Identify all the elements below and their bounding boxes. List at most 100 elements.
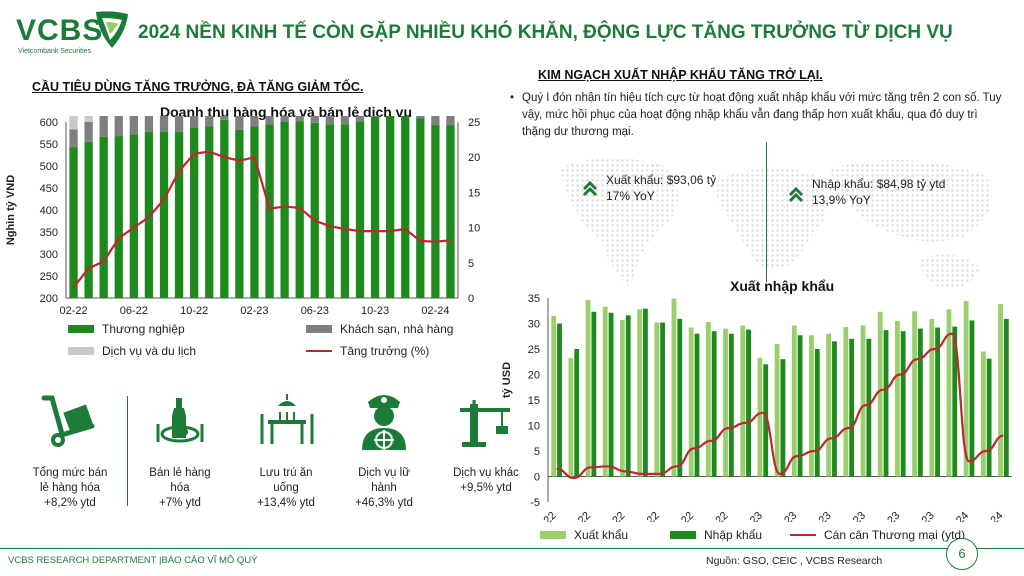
retail-bar-commerce (69, 147, 78, 298)
trade-x-tick: 09-23 (874, 510, 902, 522)
retail-bar-hotel (220, 116, 229, 120)
crane-icon (460, 400, 510, 447)
retail-bar-commerce (99, 136, 108, 298)
trade-bar-import (814, 349, 820, 477)
icon-caption-travel-l3: +46,3% ytd (355, 497, 413, 509)
trade-bar-export (705, 321, 711, 477)
trade-x-tick: 03-24 (977, 510, 1005, 522)
page-title: 2024 NỀN KINH TẾ CÒN GẶP NHIỀU KHÓ KHĂN,… (138, 22, 953, 43)
import-kpi: Nhập khẩu: $84,98 tỷ ytd 13,9% YoY (812, 176, 945, 208)
trade-bar-export (585, 300, 591, 477)
legend-swatch-commerce (68, 325, 94, 333)
retail-bar-commerce (431, 125, 440, 298)
retail-bar-commerce (310, 122, 319, 298)
retail-y2-tick: 15 (468, 187, 480, 199)
legend-swatch-hotel (306, 325, 332, 333)
retail-bar-commerce (84, 141, 93, 298)
trade-bar-import (728, 333, 734, 477)
trade-bar-export (894, 320, 900, 477)
trade-bullet-text: Quý I đón nhận tín hiệu tích cực từ hoạt… (522, 92, 1002, 138)
retail-bar-hotel (114, 116, 123, 137)
retail-y2-tick: 20 (468, 152, 480, 164)
trade-y-label: tỷ USD (501, 362, 513, 398)
trade-bar-export (929, 318, 935, 477)
retail-bar-commerce (174, 131, 184, 298)
retail-bar-commerce (159, 131, 169, 298)
trade-x-tick: 11-23 (909, 510, 937, 522)
import-kpi-growth: 13,9% YoY (812, 193, 871, 207)
trade-bar-import (780, 359, 786, 477)
trade-bar-import (574, 349, 580, 477)
icon-caption-other-l1: Dịch vụ khác (453, 467, 519, 479)
trade-bar-export (791, 325, 797, 477)
retail-bar-commerce (340, 124, 350, 298)
dining-icon (156, 398, 204, 443)
legend-swatch-export (540, 531, 566, 539)
trade-bar-import (608, 312, 614, 477)
retail-y2-tick: 0 (468, 293, 474, 305)
brand-logo: VCBS (16, 14, 104, 47)
retail-bar-hotel (84, 122, 93, 142)
trade-y-tick: 0 (534, 472, 540, 484)
trade-bar-export (568, 358, 574, 477)
trade-bar-export (757, 357, 763, 477)
left-section-title: CẦU TIÊU DÙNG TĂNG TRƯỞNG, ĐÀ TĂNG GIẢM … (32, 80, 364, 94)
icon-caption-travel-l2: hành (371, 482, 397, 494)
retail-y-tick: 300 (40, 249, 58, 261)
trade-y-tick: 10 (528, 421, 540, 433)
retail-bar-commerce (114, 136, 123, 298)
retail-y2-tick: 25 (468, 117, 480, 129)
trade-x-tick: 01-23 (737, 510, 765, 522)
icon-caption-goods-l2: hóa (170, 482, 190, 494)
legend-swatch-service (68, 347, 94, 355)
icon-caption-lodging: Lưu trú ăn uống +13,4% ytd (236, 466, 336, 511)
trade-chart: -5 0 5 10 15 20 25 30 35 tỷ USD 01-22 03-22 05-22 07-… (501, 293, 1012, 522)
trade-bar-import (746, 329, 751, 477)
retail-y-tick: 350 (40, 227, 58, 239)
trade-bar-import (711, 331, 717, 477)
retail-bar-commerce (446, 125, 455, 298)
trade-y-tick: 30 (528, 319, 540, 331)
retail-bar-hotel (129, 116, 138, 135)
legend-label-balance: Cán cân Thương mại (ytd) (824, 528, 966, 542)
retail-bar-hotel (159, 116, 169, 132)
legend-hotel: Khách sạn, nhà hàng (306, 322, 453, 336)
retail-bar-commerce (370, 116, 380, 298)
icon-caption-other: Dịch vụ khác +9,5% ytd (436, 466, 536, 496)
retail-bar-commerce (416, 118, 425, 298)
retail-bar-hotel (190, 116, 199, 128)
icon-caption-travel-l1: Dịch vụ lữ (358, 467, 410, 479)
trade-bar-import (677, 318, 683, 477)
right-section-title: KIM NGẠCH XUẤT NHẬP KHẨU TĂNG TRỞ LẠI. (538, 68, 823, 82)
retail-bar-commerce (355, 122, 365, 298)
retail-bar-hotel (280, 116, 289, 122)
icon-caption-retail: Tổng mức bán lẻ hàng hóa +8,2% ytd (20, 466, 120, 511)
retail-bar-hotel (340, 116, 350, 125)
retail-bar-hotel (250, 116, 259, 127)
retail-bar-hotel (431, 116, 440, 126)
icon-caption-goods: Bán lẻ hàng hóa +7% ytd (130, 466, 230, 511)
trade-bar-export (826, 333, 832, 477)
legend-import: Nhập khẩu (670, 528, 762, 542)
trade-y-tick: 35 (528, 293, 540, 305)
trade-x-tick: 11-22 (703, 510, 731, 522)
retail-y-tick: 600 (40, 117, 58, 129)
retail-bar-commerce (220, 119, 229, 298)
trade-bar-import (935, 327, 940, 477)
trade-bar-export (671, 298, 677, 477)
retail-bar-hotel (325, 116, 334, 125)
import-kpi-value: Nhập khẩu: $84,98 tỷ ytd (812, 177, 946, 191)
trade-bar-import (866, 338, 872, 477)
trade-bar-import (900, 331, 906, 477)
retail-bar-hotel (416, 116, 425, 119)
trade-bar-export (723, 328, 728, 477)
retail-bar-hotel (355, 116, 365, 122)
trade-bar-export (998, 304, 1003, 477)
icon-caption-lodging-l2: uống (273, 482, 299, 494)
trade-x-tick: 07-23 (840, 510, 868, 522)
export-up-icon (582, 180, 598, 197)
legend-export: Xuất khẩu (540, 528, 628, 542)
hand-truck-icon (41, 395, 95, 447)
trade-bar-export (809, 335, 814, 477)
retail-y-tick: 450 (40, 183, 58, 195)
